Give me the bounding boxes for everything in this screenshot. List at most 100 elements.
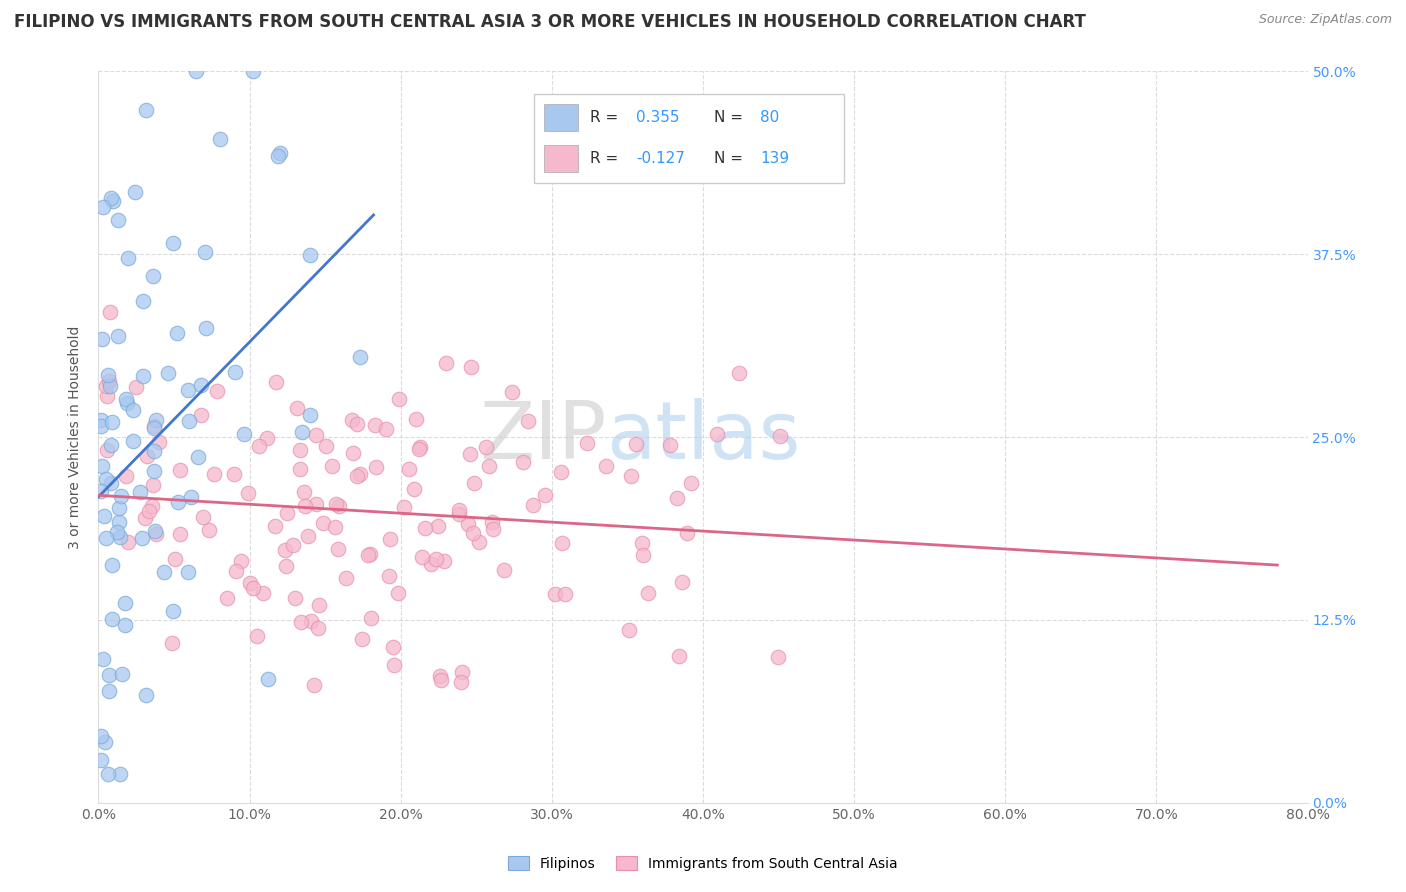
Point [298,248,321,262]
Point [167,495,190,509]
Point [461,525,484,540]
Point [449,503,471,517]
Point [468,534,491,549]
Point [222,467,245,481]
Point [169,526,191,541]
Text: R =: R = [591,111,623,125]
Point [297,528,319,542]
Point [359,548,381,562]
Point [121,434,143,449]
Point [101,612,124,626]
Point [142,464,165,478]
Point [180,490,202,504]
Point [100,415,122,429]
Point [145,413,167,427]
Point [114,469,136,483]
Point [231,554,253,568]
Point [328,500,350,514]
Point [335,571,357,585]
Point [190,408,212,422]
Point [142,477,165,491]
FancyBboxPatch shape [534,94,844,183]
Point [288,443,311,458]
Legend: Filipinos, Immigrants from South Central Asia: Filipinos, Immigrants from South Central… [502,850,904,876]
Point [342,413,364,427]
Text: 80: 80 [761,111,779,125]
Point [98,305,121,319]
Point [281,538,304,552]
Point [157,366,180,380]
Point [631,548,654,562]
Point [138,504,160,518]
Point [315,439,337,453]
Point [357,548,380,562]
Point [163,552,186,566]
Point [382,658,405,673]
Point [323,520,346,534]
Point [637,586,659,600]
Point [434,356,457,370]
Point [143,443,166,458]
Point [551,536,574,550]
Point [190,377,212,392]
Point [96,472,118,486]
Point [98,379,121,393]
Point [274,558,297,573]
Point [342,446,364,460]
Point [668,649,690,664]
Point [381,640,404,654]
Point [457,517,479,532]
Point [285,401,308,415]
Point [101,558,124,572]
Point [238,485,260,500]
Point [619,623,641,637]
Point [108,515,131,529]
Point [111,666,134,681]
Point [360,611,382,625]
Text: R =: R = [591,152,623,166]
Point [198,523,221,537]
Point [294,500,316,514]
Point [433,554,456,568]
Point [110,530,132,544]
Point [194,245,217,260]
Point [349,467,371,482]
Point [108,500,131,515]
Point [90,483,112,498]
Point [195,320,218,334]
Point [679,475,702,490]
Point [378,569,401,583]
Point [105,524,128,539]
Point [308,598,330,612]
Point [387,585,409,599]
Point [91,652,114,666]
Point [305,497,328,511]
Point [96,443,118,458]
Point [90,418,112,433]
Point [110,489,132,503]
Point [91,332,114,346]
Point [292,485,315,500]
Point [125,380,148,394]
Point [143,419,166,434]
Point [124,185,146,199]
Point [419,557,441,571]
Point [97,683,120,698]
Point [349,350,371,364]
Point [450,675,472,690]
FancyBboxPatch shape [544,104,578,131]
Y-axis label: 3 or more Vehicles in Household: 3 or more Vehicles in Household [69,326,83,549]
Point [242,64,264,78]
Point [769,429,792,443]
Point [451,665,474,680]
Point [132,369,155,384]
Point [148,435,170,450]
Point [727,366,749,380]
Point [143,524,166,539]
Point [93,509,115,524]
Point [363,417,385,432]
Point [478,459,501,474]
Point [160,635,183,649]
Point [90,729,112,743]
Point [458,447,481,461]
